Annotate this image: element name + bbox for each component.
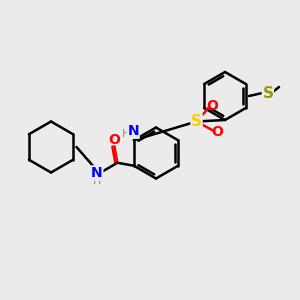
Text: N: N <box>91 166 103 180</box>
Text: N: N <box>128 124 139 138</box>
Text: H: H <box>93 176 101 186</box>
Text: S: S <box>262 85 273 100</box>
Text: O: O <box>109 133 120 147</box>
Text: S: S <box>191 114 202 129</box>
Text: H: H <box>122 129 130 139</box>
Text: O: O <box>206 100 218 113</box>
Text: O: O <box>211 125 223 139</box>
